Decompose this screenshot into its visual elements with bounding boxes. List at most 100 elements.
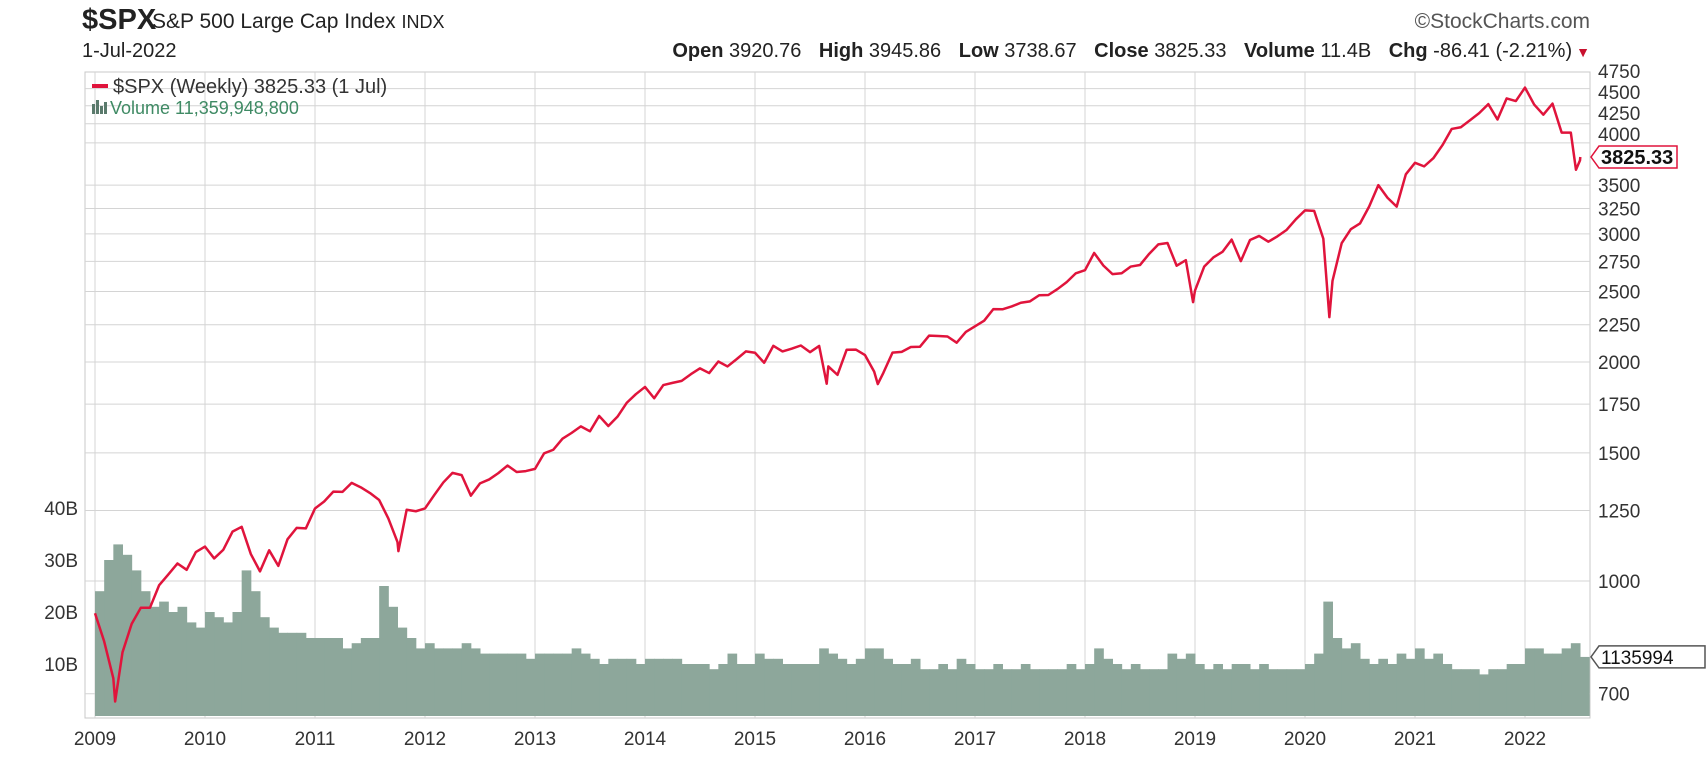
price-tick-label: 4000 <box>1598 125 1640 146</box>
volume-bar <box>1259 664 1269 716</box>
volume-bar <box>718 664 728 716</box>
volume-tick-label: 30B <box>44 551 78 572</box>
volume-bar <box>1075 669 1086 716</box>
volume-bar <box>1094 648 1104 716</box>
price-tick-label: 2000 <box>1598 353 1640 374</box>
price-tick-label: 2750 <box>1598 252 1640 273</box>
volume-bar <box>553 653 563 716</box>
volume-bar <box>1580 656 1590 716</box>
volume-bar <box>929 669 939 716</box>
volume-bar <box>1213 664 1223 716</box>
volume-bar <box>406 638 417 716</box>
volume-bar <box>984 669 994 716</box>
volume-bar <box>305 638 316 716</box>
year-tick-label: 2013 <box>514 729 556 750</box>
volume-bar <box>571 648 582 716</box>
year-tick-label: 2020 <box>1284 729 1326 750</box>
volume-bar <box>1341 648 1352 716</box>
volume-bar <box>1204 669 1214 716</box>
volume-bar <box>287 632 298 716</box>
open-value: 3920.76 <box>729 40 802 62</box>
volume-bar <box>920 669 930 716</box>
volume-bar <box>223 622 233 716</box>
volume-bar <box>663 658 673 716</box>
year-tick-label: 2011 <box>295 729 336 750</box>
volume-bar <box>150 606 160 716</box>
volume-bar <box>938 664 948 716</box>
volume-bar <box>910 658 921 716</box>
volume-bar <box>1277 669 1288 716</box>
price-tick-label: 4500 <box>1598 83 1640 104</box>
low-label: Low <box>958 40 999 62</box>
volume-bar <box>837 658 848 716</box>
volume-bar <box>498 653 508 716</box>
volume-bar <box>846 664 857 716</box>
volume-bar <box>1506 664 1517 716</box>
volume-bar <box>1020 664 1031 716</box>
chg-value: -86.41 (-2.21%) <box>1433 40 1573 62</box>
volume-bar <box>434 648 444 716</box>
volume-bar <box>1479 674 1489 716</box>
volume-bar <box>672 658 683 716</box>
plot-area <box>84 71 1591 719</box>
price-tick-label: 1500 <box>1598 444 1640 465</box>
volume-bar <box>1185 653 1196 716</box>
volume-bar <box>1140 669 1150 716</box>
volume-bar <box>1332 638 1343 716</box>
volume-bar <box>1103 658 1113 716</box>
volume-bar <box>480 653 490 716</box>
volume-bar <box>333 638 343 716</box>
volume-bar <box>1515 664 1526 716</box>
volume-bar <box>250 591 261 716</box>
volume-bar <box>452 648 463 716</box>
volume-bar <box>1222 669 1233 716</box>
triangle-down-icon: ▼ <box>1576 44 1590 60</box>
volume-bar <box>1314 653 1324 716</box>
year-tick-label: 2016 <box>844 729 886 750</box>
chg-label: Chg <box>1388 40 1428 62</box>
volume-bar <box>324 638 334 716</box>
volume-bar <box>342 648 353 716</box>
volume-tick-label: 20B <box>44 603 78 624</box>
volume-bar <box>260 617 270 716</box>
price-tick-label: 3000 <box>1598 225 1640 246</box>
volume-bar <box>186 622 197 716</box>
volume-bar <box>1497 669 1508 716</box>
volume-bar <box>1387 664 1398 716</box>
price-tick-label: 3500 <box>1598 176 1640 197</box>
volume-bar <box>1323 601 1333 716</box>
symbol: $SPX <box>82 4 157 36</box>
year-tick-label: 2019 <box>1174 729 1216 750</box>
volume-bar <box>205 612 215 716</box>
volume-bar <box>443 648 453 716</box>
volume-bar <box>865 648 875 716</box>
volume-bar <box>1002 669 1013 716</box>
high-label: High <box>818 40 864 62</box>
volume-bar <box>232 612 243 716</box>
volume-bar <box>1167 653 1178 716</box>
volume-bar <box>535 653 545 716</box>
year-tick-label: 2012 <box>404 729 446 750</box>
volume-bar <box>140 591 151 716</box>
volume-bar <box>819 648 829 716</box>
quote-stats: Open 3920.76 High 3945.86 Low 3738.67 Cl… <box>660 40 1590 63</box>
volume-bar <box>626 658 637 716</box>
year-tick-label: 2022 <box>1504 729 1546 750</box>
volume-bar <box>1066 664 1077 716</box>
price-tick-label: 1000 <box>1598 572 1640 593</box>
volume-bar <box>654 658 664 716</box>
volume-bar <box>1488 669 1498 716</box>
volume-bar <box>700 664 710 716</box>
volume-bar <box>810 664 820 716</box>
volume-bar <box>874 648 884 716</box>
price-tick-label: 2250 <box>1598 316 1640 337</box>
price-tick-label: 1750 <box>1598 395 1640 416</box>
volume-bar <box>828 653 838 716</box>
volume-bar <box>425 643 435 716</box>
index-title: S&P 500 Large Cap Index <box>152 10 396 33</box>
volume-bar <box>736 664 747 716</box>
volume-bar <box>214 617 224 716</box>
volume-bar <box>681 664 692 716</box>
